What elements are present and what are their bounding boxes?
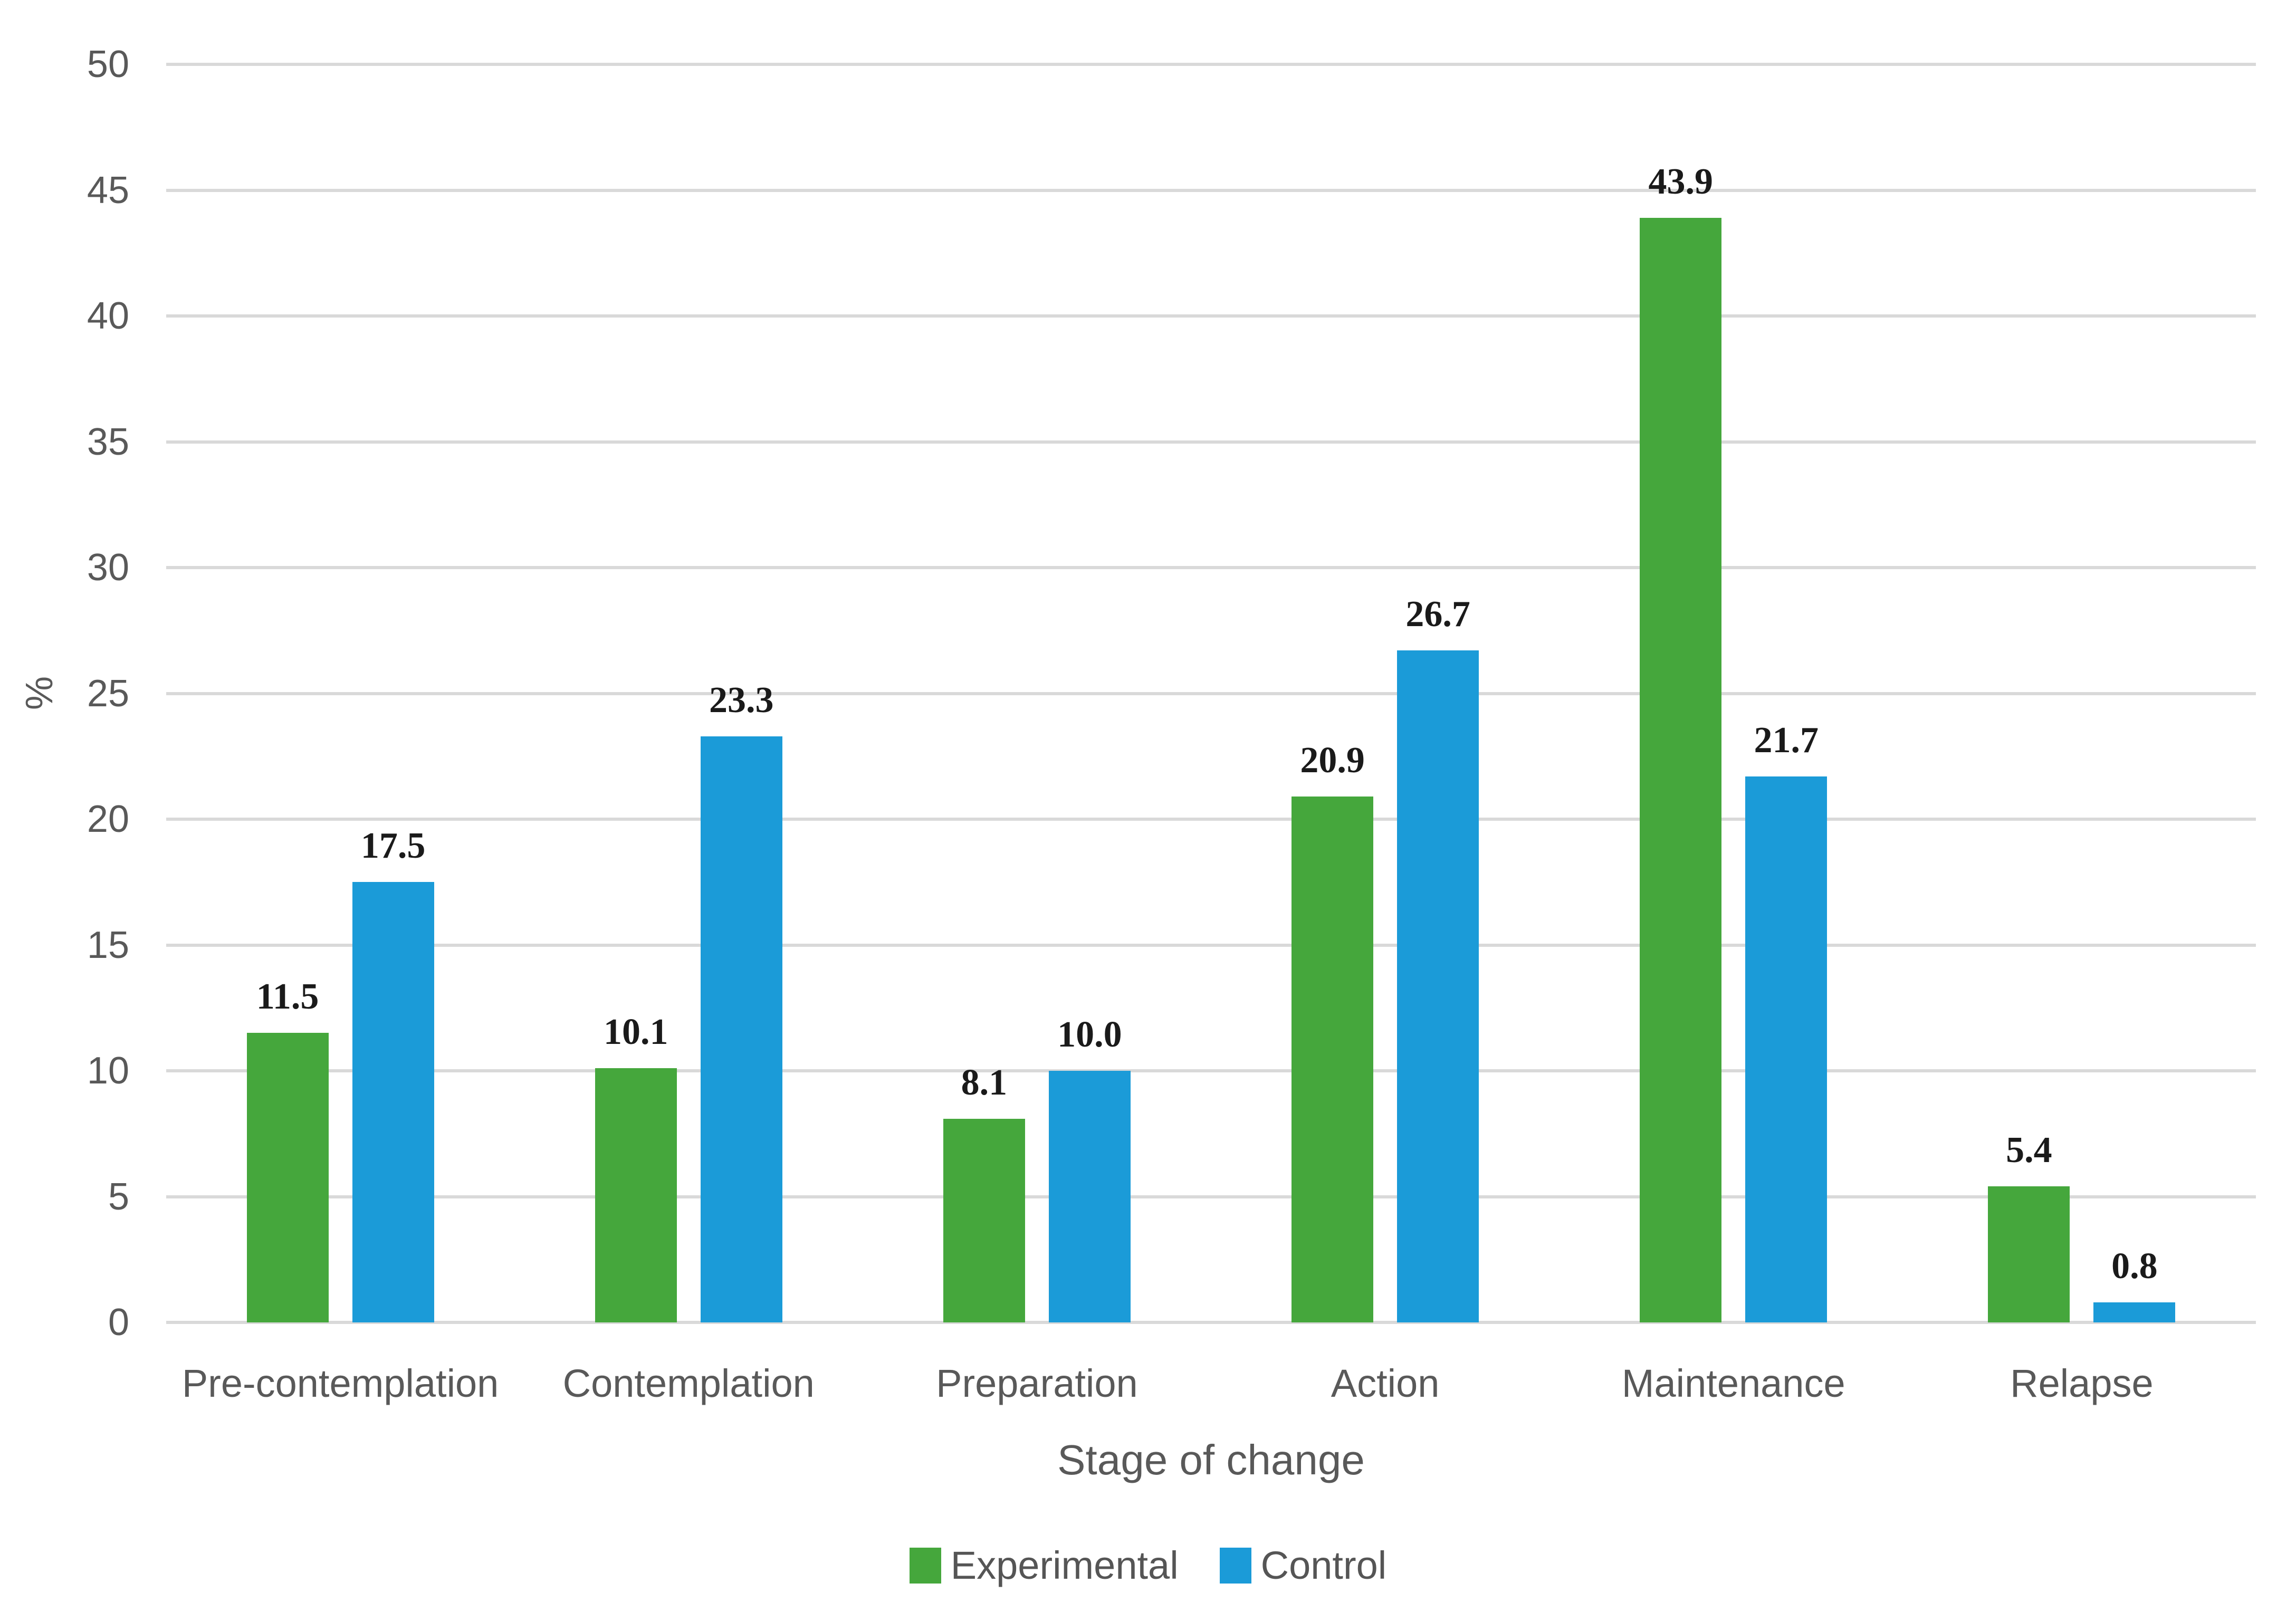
legend-swatch-control [1219, 1547, 1251, 1584]
bar-control-preparation [1048, 1071, 1131, 1322]
y-tick-label-30: 30 [87, 546, 129, 589]
bar-value-label-control-preparation: 10.0 [1057, 1014, 1122, 1055]
y-tick-label-15: 15 [87, 924, 129, 966]
gridline-35 [166, 440, 2256, 444]
y-tick-label-20: 20 [87, 798, 129, 840]
gridline-20 [166, 818, 2256, 821]
y-tick-label-25: 25 [87, 672, 129, 715]
bar-control-relapse [2093, 1302, 2176, 1322]
bar-value-label-experimental-relapse: 5.4 [2006, 1130, 2052, 1171]
legend-label-control: Control [1260, 1543, 1387, 1587]
bar-value-label-control-maintenance: 21.7 [1754, 719, 1819, 761]
bar-control-action [1397, 650, 1479, 1322]
bar-value-label-experimental-maintenance: 43.9 [1648, 161, 1714, 202]
x-axis-title: Stage of change [1057, 1436, 1365, 1483]
bar-value-label-experimental-action: 20.9 [1300, 740, 1365, 781]
bar-value-label-experimental-pre-contemplation: 11.5 [256, 976, 319, 1018]
x-axis-label-pre-contemplation: Pre-contemplation [181, 1361, 499, 1405]
gridline-50 [166, 63, 2256, 66]
gridline-10 [166, 1069, 2256, 1072]
bar-experimental-maintenance [1640, 217, 1722, 1322]
x-axis-label-contemplation: Contemplation [562, 1361, 815, 1405]
bar-control-maintenance [1745, 776, 1828, 1322]
bar-experimental-action [1292, 797, 1374, 1322]
x-axis-label-maintenance: Maintenance [1621, 1361, 1845, 1405]
bar-value-label-experimental-preparation: 8.1 [961, 1062, 1008, 1103]
bar-experimental-preparation [943, 1118, 1025, 1322]
legend-swatch-experimental [909, 1547, 941, 1584]
gridline-5 [166, 1195, 2256, 1198]
bar-experimental-relapse [1988, 1186, 2070, 1322]
legend-item-experimental: Experimental [909, 1543, 1179, 1588]
x-axis-label-relapse: Relapse [2010, 1361, 2154, 1405]
y-tick-label-45: 45 [87, 169, 129, 212]
bar-experimental-contemplation [595, 1068, 677, 1322]
y-tick-label-5: 5 [108, 1175, 129, 1218]
bar-value-label-experimental-contemplation: 10.1 [604, 1012, 668, 1053]
x-axis-label-action: Action [1331, 1361, 1440, 1405]
bar-value-label-control-action: 26.7 [1405, 594, 1470, 635]
gridline-25 [166, 692, 2256, 695]
gridline-45 [166, 188, 2256, 192]
plot-area: 11.5 17.5 10.1 23.3 8.1 10.0 20.9 26.7 43.9 21.7 5… [166, 63, 2256, 1324]
bar-value-label-control-relapse: 0.8 [2111, 1245, 2158, 1287]
bar-value-label-control-pre-contemplation: 17.5 [360, 826, 426, 867]
x-axis-label-preparation: Preparation [936, 1361, 1138, 1405]
legend-item-control: Control [1219, 1543, 1387, 1588]
y-tick-label-10: 10 [87, 1050, 129, 1092]
y-tick-label-50: 50 [87, 43, 129, 85]
gridline-15 [166, 943, 2256, 947]
bar-control-contemplation [700, 736, 782, 1322]
y-tick-label-40: 40 [87, 295, 129, 337]
legend: Experimental Control [0, 1543, 2296, 1588]
bar-control-pre-contemplation [352, 882, 434, 1322]
gridline-40 [166, 314, 2256, 318]
bar-value-label-control-contemplation: 23.3 [709, 679, 774, 721]
legend-label-experimental: Experimental [950, 1543, 1179, 1587]
y-tick-label-35: 35 [87, 420, 129, 463]
y-tick-label-0: 0 [108, 1301, 129, 1344]
gridline-0 [166, 1321, 2256, 1324]
bar-experimental-pre-contemplation [246, 1033, 329, 1322]
gridline-30 [166, 566, 2256, 569]
